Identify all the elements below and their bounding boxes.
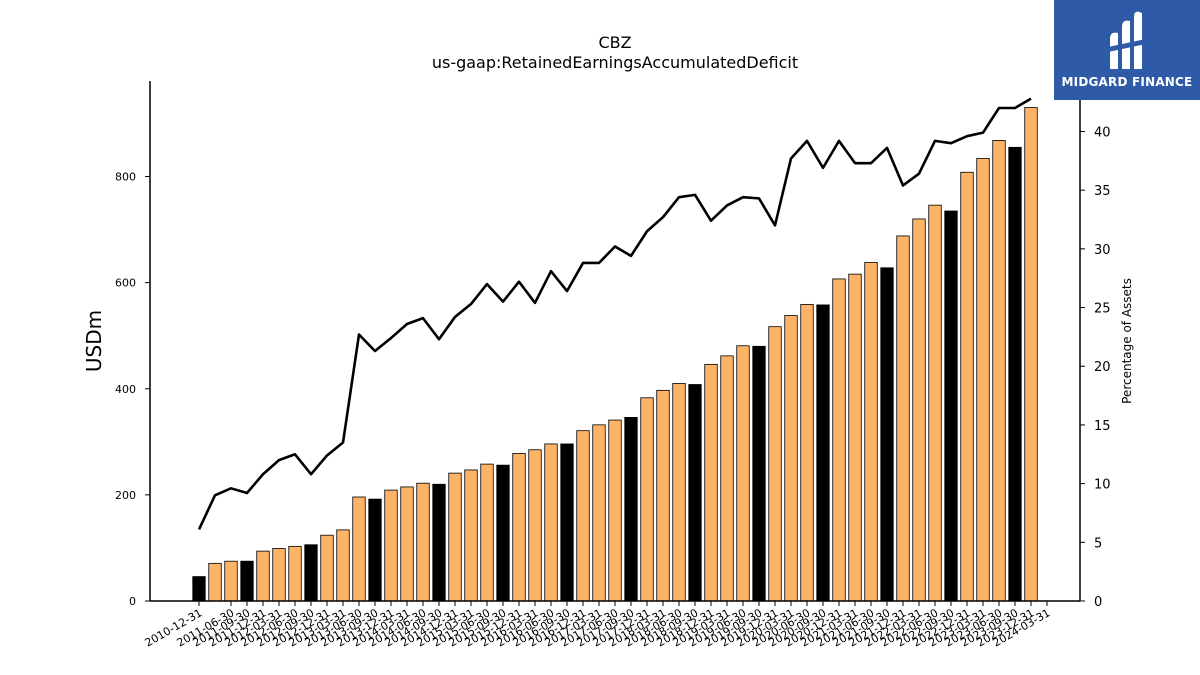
chart-subtitle: us-gaap:RetainedEarningsAccumulatedDefic… [432,53,798,72]
bar [352,496,366,602]
bar [528,449,542,602]
y2-tick-label: 35 [1094,184,1111,199]
brand-name: MIDGARD FINANCE [1061,75,1193,89]
bar [976,158,990,602]
line-layer [197,97,1032,530]
bar [448,472,462,602]
bar [1024,107,1038,602]
y2-tick-label: 0 [1094,595,1102,610]
bar [368,498,382,602]
bar [928,204,942,602]
bar [800,303,814,602]
y-tick-label: 600 [115,277,136,290]
bar [880,267,894,602]
bar [896,235,910,602]
bar [592,424,606,602]
ticks-layer: 020040060080005101520253035402010-12-312… [115,125,1111,649]
bar [672,383,686,602]
y-tick-label: 200 [115,489,136,502]
bar [608,419,622,602]
bar [224,560,238,602]
bar [944,210,958,602]
bar [656,389,670,602]
bar [336,529,350,602]
bar [736,345,750,602]
bar [816,304,830,602]
bar [960,171,974,602]
bar [208,562,222,602]
bar [384,489,398,602]
y2-tick-label: 20 [1094,360,1111,375]
bar [832,278,846,602]
y2-tick-label: 25 [1094,302,1111,317]
y-tick-label: 800 [115,171,136,184]
bar [432,483,446,602]
y2-tick-label: 30 [1094,243,1111,258]
bar [416,482,430,602]
bar [304,544,318,602]
bar [480,463,494,602]
bar [688,384,702,602]
bar [496,464,510,602]
chart-title: CBZ [598,33,631,52]
bar [624,417,638,602]
bar [272,548,286,602]
bar [720,355,734,602]
bar [1008,146,1022,602]
bar [288,545,302,602]
bar [320,534,334,602]
y-tick-label: 400 [115,383,136,396]
bar [704,363,718,602]
y2-tick-label: 15 [1094,419,1111,434]
brand-logo: MIDGARD FINANCE [1054,0,1200,100]
bar [784,315,798,602]
bar [400,486,414,602]
bar [192,576,206,602]
bar [544,443,558,602]
bar [992,140,1006,602]
bar [256,550,270,602]
bar [512,453,526,602]
bar [240,560,254,602]
y2-tick-label: 40 [1094,125,1111,140]
bar [464,469,478,602]
bar [640,397,654,602]
bar [752,345,766,602]
bar [848,273,862,602]
y-tick-label: 0 [129,595,136,608]
bar [576,430,590,602]
bar [864,262,878,602]
y2-axis-label: Percentage of Assets [1120,278,1134,404]
logo-mark-icon [1108,11,1146,70]
bars-layer [192,107,1038,602]
bar [768,326,782,602]
bar [560,443,574,602]
y2-tick-label: 10 [1094,478,1111,493]
y-axis-label: USDm [82,310,106,372]
bar [912,218,926,602]
y2-tick-label: 5 [1094,536,1102,551]
